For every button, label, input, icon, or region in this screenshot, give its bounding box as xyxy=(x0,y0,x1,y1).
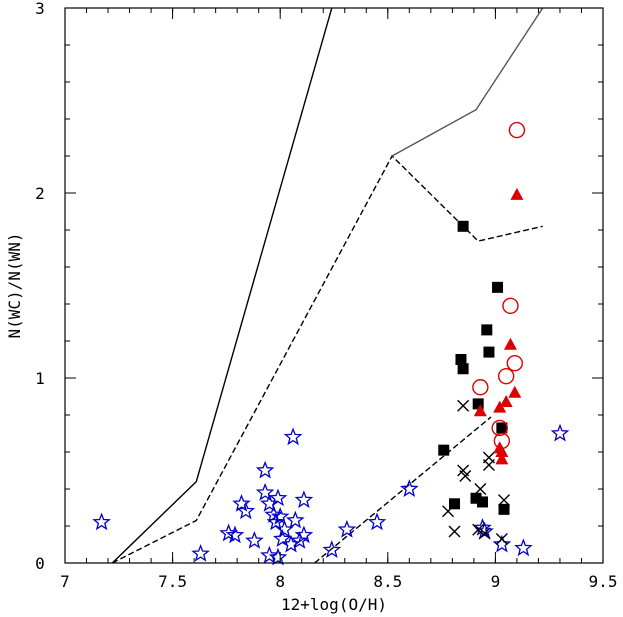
triangle-marker xyxy=(503,337,517,350)
square-marker xyxy=(498,503,510,515)
star-marker xyxy=(550,423,570,442)
circle-marker xyxy=(497,367,515,385)
y-axis-title: N(WC)/N(WN) xyxy=(5,233,24,339)
cross-marker xyxy=(472,523,485,536)
star-marker xyxy=(283,427,303,446)
circle-marker xyxy=(508,121,526,139)
square-marker xyxy=(438,444,450,456)
triangle-marker xyxy=(499,395,513,408)
triangle-marker xyxy=(508,385,522,398)
star-marker xyxy=(272,529,292,547)
star-marker xyxy=(260,545,279,564)
plot-frame xyxy=(64,7,604,564)
triangle-marker xyxy=(493,400,507,413)
x-tick-label: 8 xyxy=(275,572,285,591)
x-tick-label: 7 xyxy=(60,572,70,591)
cross-marker xyxy=(482,458,495,471)
model-line xyxy=(314,416,492,563)
star-marker xyxy=(92,512,111,531)
star-marker xyxy=(285,510,305,529)
model-line xyxy=(391,8,544,157)
star-marker xyxy=(514,538,533,557)
cross-marker xyxy=(495,532,508,545)
star-marker xyxy=(255,460,275,479)
circle-marker xyxy=(506,355,523,372)
star-marker xyxy=(266,512,286,531)
square-marker xyxy=(472,398,484,410)
star-marker xyxy=(236,501,256,520)
cross-marker xyxy=(478,527,491,540)
cross-marker xyxy=(474,483,487,495)
data-points xyxy=(92,121,570,566)
star-marker xyxy=(337,519,357,538)
cross-marker xyxy=(459,470,472,483)
star-marker xyxy=(245,530,264,549)
star-marker xyxy=(270,506,290,525)
star-marker xyxy=(260,493,279,512)
cross-marker xyxy=(448,525,461,538)
square-marker xyxy=(455,354,467,365)
star-marker xyxy=(268,488,288,507)
axis-ticks: 7 7.5 8 8.5 9 9.5 0 1 2 3 xyxy=(35,0,617,591)
y-tick-label: 0 xyxy=(35,554,45,573)
cross-marker xyxy=(442,505,455,518)
x-tick-label: 7.5 xyxy=(158,572,187,591)
y-tick-label: 3 xyxy=(35,0,45,18)
triangle-marker xyxy=(510,187,524,200)
square-marker xyxy=(457,363,469,375)
square-marker xyxy=(449,498,461,510)
star-marker xyxy=(255,482,275,501)
circle-marker xyxy=(502,297,519,315)
x-tick-label: 8.5 xyxy=(373,572,402,591)
star-marker xyxy=(367,512,387,531)
square-marker xyxy=(470,492,482,504)
square-marker xyxy=(481,324,493,336)
circle-marker xyxy=(472,379,489,396)
cross-marker xyxy=(498,494,511,507)
y-tick-label: 1 xyxy=(35,369,45,388)
star-marker xyxy=(492,534,512,553)
square-marker xyxy=(492,281,504,293)
triangle-marker xyxy=(473,404,487,417)
square-marker xyxy=(457,220,469,232)
triangle-marker xyxy=(495,445,509,457)
star-marker xyxy=(225,525,245,544)
circle-marker xyxy=(491,419,508,437)
square-marker xyxy=(496,422,508,434)
star-marker xyxy=(322,540,342,558)
model-lines xyxy=(111,8,544,563)
star-marker xyxy=(232,493,251,512)
x-axis-title: 12+log(O/H) xyxy=(281,595,387,614)
star-marker xyxy=(191,543,210,562)
cross-marker xyxy=(457,399,470,412)
x-tick-label: 9 xyxy=(491,572,501,591)
star-marker xyxy=(294,490,314,509)
y-tick-label: 2 xyxy=(35,184,45,203)
star-marker xyxy=(294,525,314,544)
square-marker xyxy=(476,496,488,508)
square-marker xyxy=(483,346,495,358)
x-tick-label: 9.5 xyxy=(589,572,618,591)
triangle-marker xyxy=(495,452,509,465)
star-marker xyxy=(268,547,288,566)
star-marker xyxy=(290,530,309,549)
star-marker xyxy=(399,479,419,497)
model-line xyxy=(111,8,333,563)
